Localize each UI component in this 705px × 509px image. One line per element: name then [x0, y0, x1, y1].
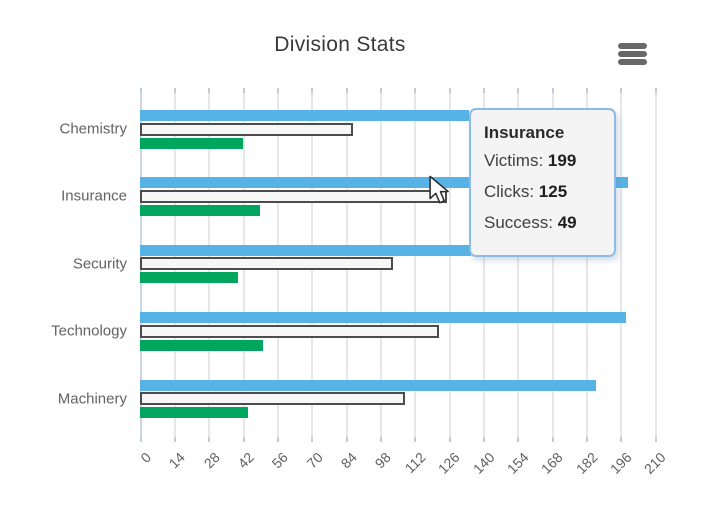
axis-tick [208, 88, 211, 93]
x-axis-tick-label: 56 [268, 449, 292, 472]
category-label-chemistry: Chemistry [59, 120, 127, 138]
axis-tick [551, 88, 554, 93]
bar-success-security[interactable] [140, 272, 239, 284]
axis-tick [585, 88, 588, 93]
axis-tick [208, 437, 211, 442]
axis-tick [620, 88, 623, 93]
axis-tick [276, 88, 279, 93]
axis-tick [379, 437, 382, 442]
hamburger-icon [618, 59, 647, 65]
x-axis-tick-label: 112 [401, 449, 429, 477]
axis-tick [139, 88, 142, 93]
gridline [585, 88, 588, 437]
chart-title: Division Stats [274, 33, 406, 56]
axis-tick [276, 437, 279, 442]
x-axis-tick-label: 196 [606, 449, 635, 477]
gridline [654, 88, 657, 437]
axis-tick [242, 437, 245, 442]
tooltip-category: Insurance [484, 123, 565, 142]
bar-success-machinery[interactable] [140, 407, 248, 419]
bar-victims-security[interactable] [140, 244, 472, 256]
bar-victims-technology[interactable] [140, 312, 626, 324]
axis-tick [482, 88, 485, 93]
axis-tick [551, 437, 554, 442]
axis-tick [482, 437, 485, 442]
bar-success-insurance[interactable] [140, 204, 261, 216]
category-label-insurance: Insurance [61, 187, 127, 205]
category-label-security: Security [72, 255, 127, 273]
x-axis-tick-label: 182 [572, 449, 601, 477]
axis-tick [173, 437, 176, 442]
tooltip-label: Success: [484, 213, 558, 232]
axis-tick [620, 437, 623, 442]
axis-tick [414, 437, 417, 442]
axis-tick [654, 437, 657, 442]
x-axis-tick-label: 14 [165, 449, 189, 472]
bar-clicks-technology[interactable] [140, 324, 440, 338]
axis-tick [345, 437, 348, 442]
axis-tick [414, 88, 417, 93]
tooltip-label: Victims: [484, 151, 548, 170]
axis-tick [448, 88, 451, 93]
bar-clicks-chemistry[interactable] [140, 122, 354, 136]
gridline [414, 88, 417, 437]
tooltip-label: Clicks: [484, 182, 539, 201]
axis-tick [517, 437, 520, 442]
axis-tick [585, 437, 588, 442]
axis-tick [311, 88, 314, 93]
axis-tick [173, 88, 176, 93]
gridline [517, 88, 520, 437]
x-axis-tick-label: 0 [136, 449, 154, 466]
x-axis-tick-label: 210 [641, 449, 669, 477]
axis-tick [242, 88, 245, 93]
gridline [551, 88, 554, 437]
export-menu-button[interactable] [618, 43, 647, 65]
bar-victims-machinery[interactable] [140, 379, 597, 391]
x-axis-tick-label: 70 [303, 449, 326, 472]
x-axis-tick-label: 28 [200, 449, 223, 472]
tooltip-value: 199 [547, 151, 577, 170]
bar-victims-insurance[interactable] [140, 177, 629, 189]
axis-tick [517, 88, 520, 93]
tooltip-row: Success: 49 [484, 207, 614, 238]
bar-victims-chemistry[interactable] [140, 110, 469, 121]
tooltip-row: Victims: 199 [484, 145, 614, 176]
x-axis-tick-label: 42 [234, 449, 257, 472]
x-axis-tick-label: 126 [435, 449, 463, 477]
x-axis-tick-label: 84 [337, 449, 360, 472]
x-axis-tick-label: 98 [371, 449, 395, 472]
hamburger-icon [618, 51, 647, 57]
tooltip: Insurance Victims: 199 Clicks: 125 Succe… [469, 108, 616, 257]
axis-tick [311, 437, 314, 442]
category-label-machinery: Machinery [57, 390, 127, 408]
x-axis-tick-label: 154 [503, 449, 532, 477]
axis-tick [345, 88, 348, 93]
axis-tick [139, 437, 142, 442]
bar-clicks-insurance[interactable] [140, 189, 447, 203]
axis-tick [379, 88, 382, 93]
axis-tick [448, 437, 451, 442]
category-label-technology: Technology [51, 322, 127, 340]
tooltip-value: 125 [538, 182, 568, 201]
x-axis-tick-label: 140 [469, 449, 498, 477]
gridline [482, 88, 485, 437]
bar-success-technology[interactable] [140, 339, 263, 351]
gridline [620, 88, 623, 437]
gridline [448, 88, 451, 437]
tooltip-value: 49 [557, 213, 577, 232]
bar-clicks-security[interactable] [140, 257, 393, 271]
bar-success-chemistry[interactable] [140, 137, 244, 149]
hamburger-icon [618, 43, 647, 49]
bar-clicks-machinery[interactable] [140, 392, 405, 406]
x-axis-tick-label: 168 [538, 449, 566, 477]
axis-tick [654, 88, 657, 93]
tooltip-row: Clicks: 125 [484, 176, 614, 207]
